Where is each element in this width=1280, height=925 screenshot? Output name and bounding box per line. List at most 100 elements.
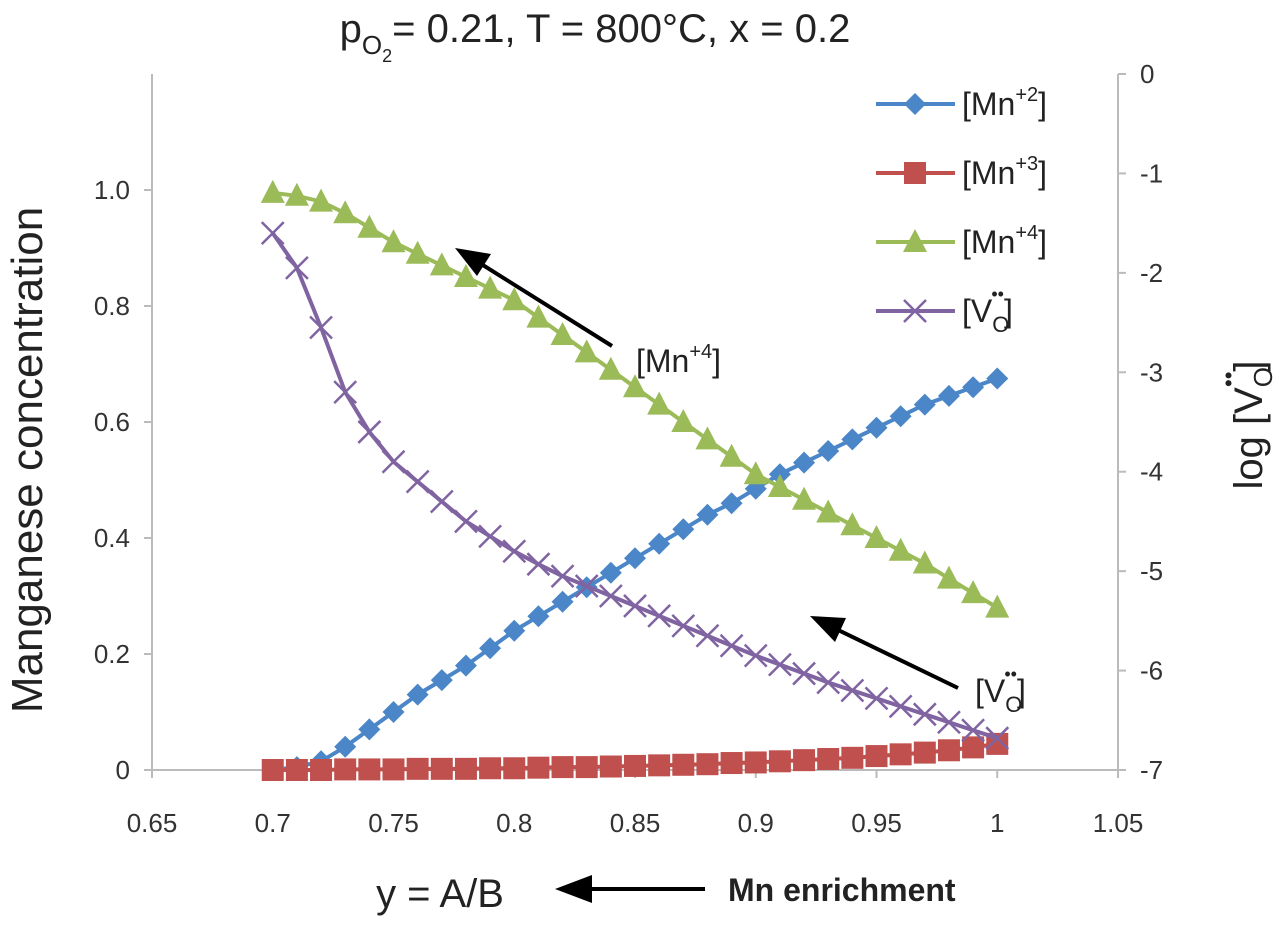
x-tick-label: 0.9 [738, 808, 774, 838]
x-axis-label: y = A/B [376, 872, 504, 916]
marker [719, 633, 744, 658]
marker [672, 753, 695, 776]
marker [962, 736, 985, 759]
x-tick-label: 0.7 [255, 808, 291, 838]
legend-entry: [Mn+2] [962, 84, 1047, 122]
x-tick-label: 0.8 [496, 808, 532, 838]
marker [357, 214, 382, 238]
marker [502, 539, 527, 564]
marker [937, 710, 961, 735]
marker [793, 749, 816, 772]
legend-entry: [Mn+3] [962, 153, 1047, 191]
marker [792, 661, 816, 686]
marker [864, 686, 889, 711]
marker [309, 315, 333, 340]
x-tick-label: 0.95 [851, 808, 902, 838]
marker [454, 757, 477, 780]
title-part: = 0.21, T = 800°C, x = 0.2 [392, 7, 850, 51]
marker [454, 654, 477, 677]
marker [888, 694, 913, 719]
marker [865, 745, 888, 768]
marker [478, 275, 503, 299]
marker [743, 461, 768, 485]
label-part: ] [1227, 360, 1271, 371]
marker [599, 755, 622, 778]
marker [285, 759, 308, 781]
marker [526, 552, 551, 577]
title-part: 2 [382, 46, 392, 66]
y2-tick-label: -7 [1140, 755, 1163, 785]
marker [623, 594, 647, 618]
y2-tick-label: -2 [1140, 258, 1163, 288]
series-line [272, 190, 999, 610]
marker [888, 537, 913, 561]
marker [406, 683, 429, 706]
marker [598, 584, 623, 608]
marker [260, 179, 285, 203]
marker [551, 590, 574, 613]
marker [817, 747, 840, 770]
marker [695, 426, 720, 450]
label-part: +2 [1015, 84, 1038, 106]
y-tick-label: 0.6 [94, 407, 130, 437]
marker [575, 756, 598, 779]
marker [719, 443, 744, 467]
marker [405, 240, 430, 264]
marker [647, 604, 672, 628]
label-part: [Mn [636, 343, 689, 379]
marker [430, 669, 453, 692]
y2-tick-label: -4 [1140, 457, 1163, 487]
marker [260, 221, 285, 245]
marker [309, 188, 334, 212]
label-part: [V [962, 293, 993, 329]
marker [720, 752, 743, 775]
label-part: •• [991, 284, 1004, 304]
marker [913, 393, 936, 416]
marker [816, 499, 841, 523]
marker [936, 565, 961, 589]
label-part: •• [1004, 664, 1017, 684]
y-tick-label: 1.0 [94, 175, 130, 205]
marker [768, 652, 792, 677]
marker [792, 486, 817, 510]
marker [904, 162, 926, 184]
marker [768, 750, 791, 773]
series-line [271, 231, 998, 741]
marker [624, 754, 646, 777]
marker [527, 605, 550, 628]
marker [429, 489, 454, 514]
title-part: O [362, 30, 382, 60]
arrow-head [810, 616, 846, 642]
y2-tick-label: -1 [1140, 158, 1163, 188]
marker [696, 503, 719, 526]
label-part: ] [1038, 86, 1047, 122]
series-line [272, 376, 998, 772]
marker [912, 550, 937, 574]
marker [381, 449, 406, 474]
label-part: ] [1038, 224, 1047, 260]
marker [937, 384, 960, 407]
label-part: ] [1004, 293, 1013, 329]
marker [550, 322, 575, 345]
marker [671, 409, 696, 432]
marker [599, 561, 622, 584]
marker [382, 701, 405, 723]
marker [381, 229, 406, 253]
marker [672, 518, 695, 541]
marker [382, 758, 405, 781]
label-part: ] [1038, 155, 1047, 191]
label-part: O [1248, 367, 1278, 387]
marker [405, 469, 430, 494]
marker [479, 757, 502, 780]
marker [744, 751, 767, 774]
marker [865, 416, 888, 439]
legend-entry: [Mn+4] [962, 222, 1047, 260]
y-tick-label: 0 [116, 755, 130, 785]
label-part: [V [975, 673, 1006, 709]
marker [743, 643, 768, 668]
annotation: [VO ••] [975, 664, 1026, 717]
marker [503, 757, 526, 780]
x-tick-label: 1 [990, 808, 1004, 838]
marker [986, 367, 1009, 390]
